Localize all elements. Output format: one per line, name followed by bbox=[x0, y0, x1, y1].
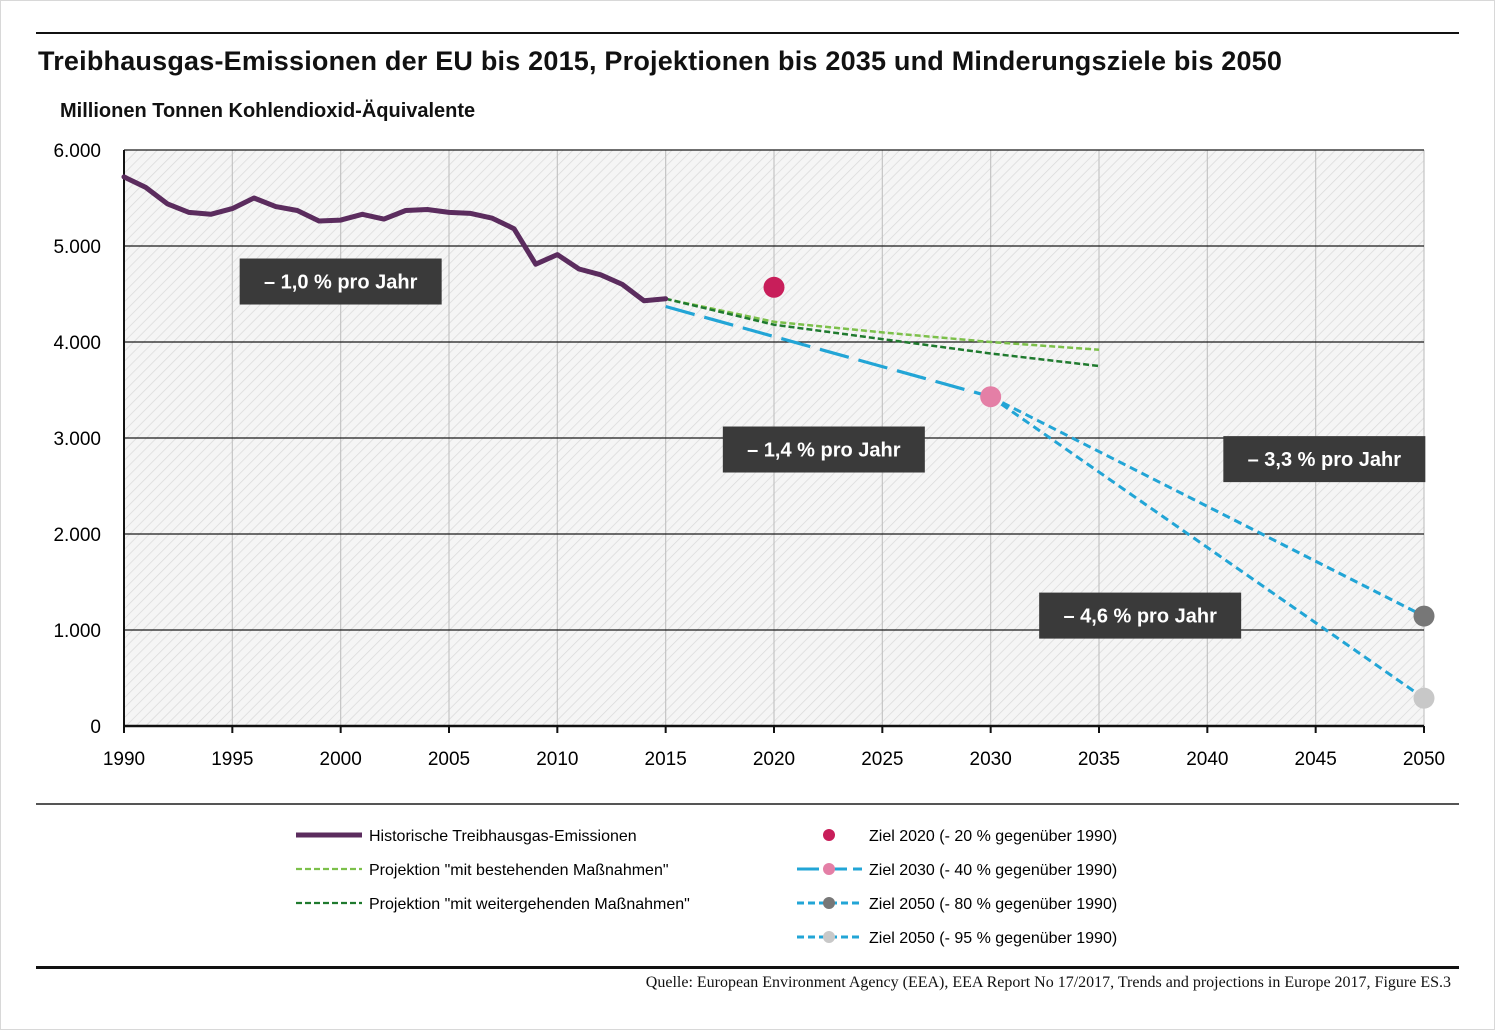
legend-swatch-target-2030-dot bbox=[823, 863, 835, 875]
target-2050-95-point bbox=[1413, 687, 1435, 709]
rate-annotation-label: – 3,3 % pro Jahr bbox=[1248, 449, 1402, 471]
y-tick-labels: 0 1.000 2.000 3.000 4.000 5.000 6.000 bbox=[53, 141, 101, 738]
rate-annotation: – 3,3 % pro Jahr bbox=[1223, 436, 1426, 483]
x-tick-label: 2025 bbox=[861, 749, 903, 770]
rate-annotation-box bbox=[722, 426, 925, 473]
x-tick-label: 2005 bbox=[428, 749, 470, 770]
y-tick-label: 1.000 bbox=[53, 621, 101, 642]
x-tick-label: 2010 bbox=[536, 749, 578, 770]
series-projection-existing-line bbox=[665, 297, 1100, 351]
y-tick-label: 0 bbox=[90, 717, 101, 738]
legend-label: Ziel 2030 (- 40 % gegenüber 1990) bbox=[869, 862, 1117, 879]
bottom-rule bbox=[36, 966, 1459, 969]
rate-annotation-box bbox=[1223, 436, 1426, 483]
legend-label: Historische Treibhausgas-Emissionen bbox=[369, 828, 637, 845]
axes bbox=[123, 150, 1425, 733]
legend-top-rule bbox=[36, 803, 1459, 805]
x-tick-label: 2045 bbox=[1295, 749, 1337, 770]
x-tick-label: 2050 bbox=[1403, 749, 1445, 770]
series-target-2050-95-line bbox=[989, 395, 1425, 700]
x-tick-label: 2035 bbox=[1078, 749, 1120, 770]
target-2030-point bbox=[980, 386, 1002, 408]
points-layer bbox=[763, 276, 1435, 709]
rate-annotation: – 4,6 % pro Jahr bbox=[1039, 592, 1242, 639]
y-tick-label: 3.000 bbox=[53, 429, 101, 450]
legend-label: Ziel 2020 (- 20 % gegenüber 1990) bbox=[869, 828, 1117, 845]
rate-annotation-box bbox=[239, 258, 442, 305]
chart-title: Treibhausgas-Emissionen der EU bis 2015,… bbox=[38, 46, 1283, 76]
rate-annotation-label: – 1,4 % pro Jahr bbox=[747, 440, 901, 462]
legend-label: Projektion "mit bestehenden Maßnahmen" bbox=[369, 862, 669, 879]
x-tick-label: 2000 bbox=[320, 749, 362, 770]
x-tick-label: 2015 bbox=[645, 749, 687, 770]
series-target-2050-80-line bbox=[990, 395, 1425, 618]
rate-annotations: – 1,0 % pro Jahr – 1,4 % pro Jahr – 3,3 % … bbox=[239, 258, 1426, 639]
legend-label: Ziel 2050 (- 80 % gegenüber 1990) bbox=[869, 896, 1117, 913]
x-tick-labels: 1990 1995 2000 2005 2010 2015 2020 2025 2030 2035… bbox=[103, 749, 1445, 770]
target-2050-80-point bbox=[1413, 605, 1435, 627]
legend-swatch-target-2050-dot bbox=[823, 931, 835, 943]
series-target-2030-line bbox=[665, 304, 992, 399]
y-tick-label: 6.000 bbox=[53, 141, 101, 162]
series-historic-line bbox=[121, 174, 669, 304]
rate-annotation: – 1,4 % pro Jahr bbox=[722, 426, 925, 473]
x-tick-label: 2020 bbox=[753, 749, 795, 770]
legend-swatch-target-2050-dot bbox=[823, 897, 835, 909]
x-tick-label: 1995 bbox=[211, 749, 253, 770]
y-tick-label: 5.000 bbox=[53, 237, 101, 258]
top-rule bbox=[36, 32, 1459, 34]
legend-label: Projektion "mit weitergehenden Maßnahmen… bbox=[369, 896, 690, 913]
y-unit-label: Millionen Tonnen Kohlendioxid-Äquivalent… bbox=[60, 100, 476, 122]
chart-area: 0 1.000 2.000 3.000 4.000 5.000 6.000 1990 1995… bbox=[53, 141, 1445, 770]
horizontal-gridlines bbox=[124, 149, 1424, 631]
rate-annotation-box bbox=[1039, 592, 1242, 639]
x-tick-label: 1990 bbox=[103, 749, 145, 770]
x-tick-label: 2040 bbox=[1186, 749, 1228, 770]
legend-label: Ziel 2050 (- 95 % gegenüber 1990) bbox=[869, 930, 1117, 947]
legend-swatch-target-2020 bbox=[823, 829, 835, 841]
rate-annotation: – 1,0 % pro Jahr bbox=[239, 258, 442, 305]
target-2020-point bbox=[763, 276, 785, 298]
rate-annotation-label: – 4,6 % pro Jahr bbox=[1063, 606, 1217, 628]
y-tick-label: 4.000 bbox=[53, 333, 101, 354]
rate-annotation-label: – 1,0 % pro Jahr bbox=[264, 272, 418, 294]
y-tick-label: 2.000 bbox=[53, 525, 101, 546]
x-tick-label: 2030 bbox=[970, 749, 1012, 770]
series-projection-additional-line bbox=[665, 297, 1100, 368]
series-layer bbox=[121, 174, 1425, 700]
source-note: Quelle: European Environment Agency (EEA… bbox=[645, 974, 1451, 991]
